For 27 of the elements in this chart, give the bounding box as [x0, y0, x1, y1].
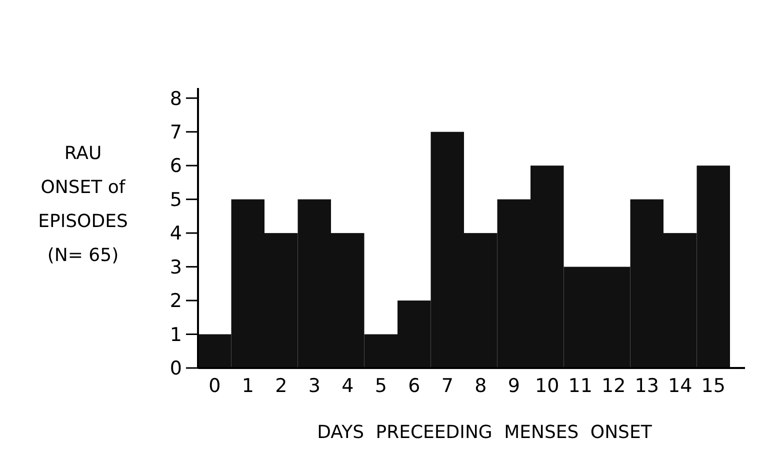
- x-axis-title: DAYS PRECEEDING MENSES ONSET: [317, 422, 653, 443]
- y-tick-label: 6: [170, 155, 182, 178]
- x-tick-label: 6: [408, 375, 420, 397]
- x-tick-label: 4: [342, 375, 354, 397]
- x-tick-label: 2: [275, 375, 288, 397]
- y-tick-label: 5: [170, 188, 182, 211]
- y-tick-label: 7: [170, 122, 182, 144]
- x-tick-label: 12: [602, 375, 626, 397]
- x-tick-label: 0: [208, 375, 221, 397]
- x-tick-label: 13: [634, 375, 659, 397]
- x-tick-label: 7: [441, 375, 454, 397]
- x-tick-label: 15: [701, 375, 726, 397]
- y-axis-title: RAU ONSET of EPISODES (N= 65): [38, 142, 128, 266]
- y-tick-label: 0: [170, 358, 182, 380]
- x-tick-label: 1: [242, 375, 254, 397]
- x-tick-label: 8: [474, 375, 487, 397]
- y-tick-label: 8: [170, 88, 182, 110]
- y-tick-label: 1: [170, 324, 182, 346]
- x-tick-label: 11: [568, 375, 592, 397]
- x-tick-label: 10: [535, 375, 560, 397]
- x-tick-label: 9: [508, 375, 520, 397]
- x-tick-label: 3: [308, 375, 320, 397]
- x-tick-label: 14: [668, 375, 692, 397]
- x-tick-label: 5: [374, 375, 387, 397]
- y-tick-label: 3: [170, 256, 182, 278]
- y-tick-label: 2: [170, 290, 182, 312]
- y-tick-label: 4: [170, 222, 182, 245]
